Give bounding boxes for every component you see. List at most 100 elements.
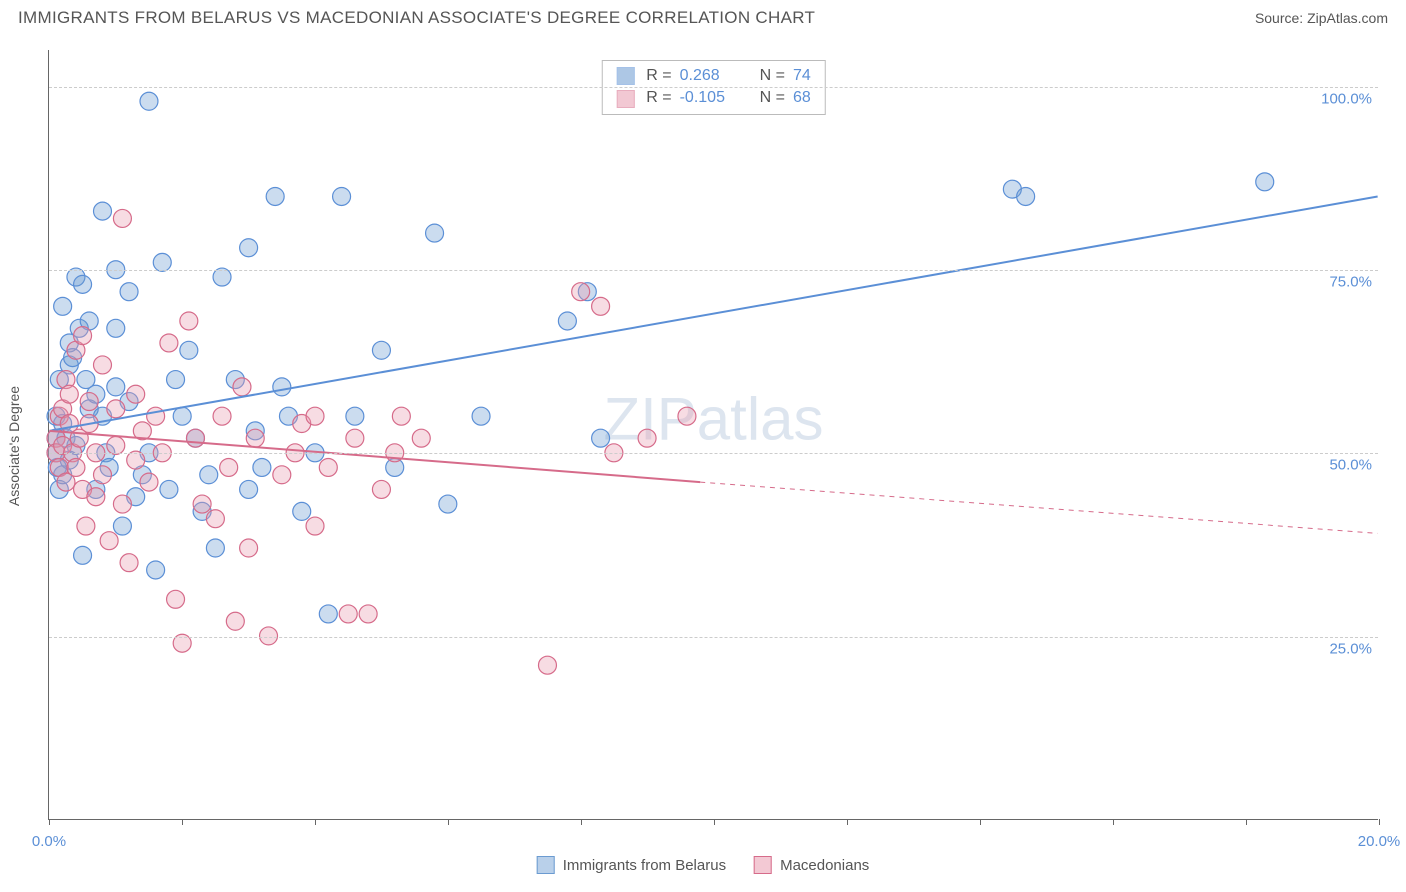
data-point bbox=[319, 458, 337, 476]
chart-plot-area: ZIPatlas R =0.268N =74R =-0.105N =68 25.… bbox=[48, 50, 1378, 820]
data-point bbox=[213, 407, 231, 425]
data-point bbox=[206, 510, 224, 528]
data-point bbox=[107, 378, 125, 396]
data-point bbox=[113, 517, 131, 535]
legend-swatch bbox=[754, 856, 772, 874]
data-point bbox=[67, 458, 85, 476]
data-point bbox=[253, 458, 271, 476]
source-prefix: Source: bbox=[1255, 10, 1307, 26]
legend-correlation-row: R =-0.105N =68 bbox=[616, 87, 810, 109]
data-point bbox=[592, 297, 610, 315]
data-point bbox=[538, 656, 556, 674]
data-point bbox=[140, 473, 158, 491]
x-tick bbox=[980, 819, 981, 825]
source-attribution: Source: ZipAtlas.com bbox=[1255, 10, 1388, 26]
data-point bbox=[333, 187, 351, 205]
data-point bbox=[113, 209, 131, 227]
data-point bbox=[412, 429, 430, 447]
data-point bbox=[372, 480, 390, 498]
data-point bbox=[94, 466, 112, 484]
x-tick bbox=[1246, 819, 1247, 825]
data-point bbox=[153, 253, 171, 271]
gridline-h bbox=[49, 270, 1378, 271]
data-point bbox=[94, 202, 112, 220]
legend-swatch bbox=[537, 856, 555, 874]
data-point bbox=[74, 275, 92, 293]
data-point bbox=[306, 407, 324, 425]
data-point bbox=[306, 517, 324, 535]
scatter-svg bbox=[49, 50, 1378, 819]
x-tick bbox=[182, 819, 183, 825]
y-tick-label: 75.0% bbox=[1329, 274, 1372, 291]
data-point bbox=[273, 466, 291, 484]
x-tick bbox=[49, 819, 50, 825]
data-point bbox=[293, 502, 311, 520]
y-tick-label: 25.0% bbox=[1329, 640, 1372, 657]
x-tick-label: 0.0% bbox=[32, 833, 66, 850]
data-point bbox=[54, 297, 72, 315]
legend-series: Immigrants from Belarus Macedonians bbox=[537, 856, 870, 874]
data-point bbox=[60, 385, 78, 403]
legend-swatch bbox=[616, 67, 634, 85]
legend-n-value: 74 bbox=[793, 65, 811, 87]
gridline-h bbox=[49, 453, 1378, 454]
data-point bbox=[100, 532, 118, 550]
data-point bbox=[472, 407, 490, 425]
data-point bbox=[226, 612, 244, 630]
regression-line bbox=[49, 196, 1377, 430]
data-point bbox=[233, 378, 251, 396]
data-point bbox=[74, 546, 92, 564]
data-point bbox=[359, 605, 377, 623]
data-point bbox=[592, 429, 610, 447]
data-point bbox=[120, 554, 138, 572]
x-tick bbox=[315, 819, 316, 825]
x-tick bbox=[1113, 819, 1114, 825]
data-point bbox=[1017, 187, 1035, 205]
data-point bbox=[167, 590, 185, 608]
data-point bbox=[140, 92, 158, 110]
x-tick bbox=[714, 819, 715, 825]
data-point bbox=[127, 385, 145, 403]
data-point bbox=[94, 356, 112, 374]
data-point bbox=[558, 312, 576, 330]
data-point bbox=[439, 495, 457, 513]
data-point bbox=[147, 561, 165, 579]
regression-extrapolation bbox=[700, 482, 1377, 533]
data-point bbox=[346, 407, 364, 425]
data-point bbox=[266, 187, 284, 205]
data-point bbox=[87, 488, 105, 506]
data-point bbox=[273, 378, 291, 396]
data-point bbox=[206, 539, 224, 557]
source-name: ZipAtlas.com bbox=[1307, 10, 1388, 26]
data-point bbox=[200, 466, 218, 484]
x-tick bbox=[847, 819, 848, 825]
data-point bbox=[678, 407, 696, 425]
data-point bbox=[107, 319, 125, 337]
chart-title: IMMIGRANTS FROM BELARUS VS MACEDONIAN AS… bbox=[18, 8, 815, 28]
data-point bbox=[107, 436, 125, 454]
data-point bbox=[638, 429, 656, 447]
data-point bbox=[240, 480, 258, 498]
data-point bbox=[160, 480, 178, 498]
data-point bbox=[240, 239, 258, 257]
legend-swatch bbox=[616, 90, 634, 108]
legend-series-item: Immigrants from Belarus bbox=[537, 856, 726, 874]
x-tick bbox=[581, 819, 582, 825]
legend-correlation-row: R =0.268N =74 bbox=[616, 65, 810, 87]
data-point bbox=[220, 458, 238, 476]
legend-series-label: Immigrants from Belarus bbox=[563, 857, 726, 874]
x-tick bbox=[448, 819, 449, 825]
data-point bbox=[346, 429, 364, 447]
data-point bbox=[572, 283, 590, 301]
data-point bbox=[120, 283, 138, 301]
data-point bbox=[160, 334, 178, 352]
data-point bbox=[372, 341, 390, 359]
data-point bbox=[167, 371, 185, 389]
legend-r-value: -0.105 bbox=[680, 87, 740, 109]
legend-series-label: Macedonians bbox=[780, 857, 869, 874]
data-point bbox=[186, 429, 204, 447]
data-point bbox=[193, 495, 211, 513]
data-point bbox=[246, 429, 264, 447]
gridline-h bbox=[49, 87, 1378, 88]
legend-r-label: R = bbox=[646, 65, 671, 87]
